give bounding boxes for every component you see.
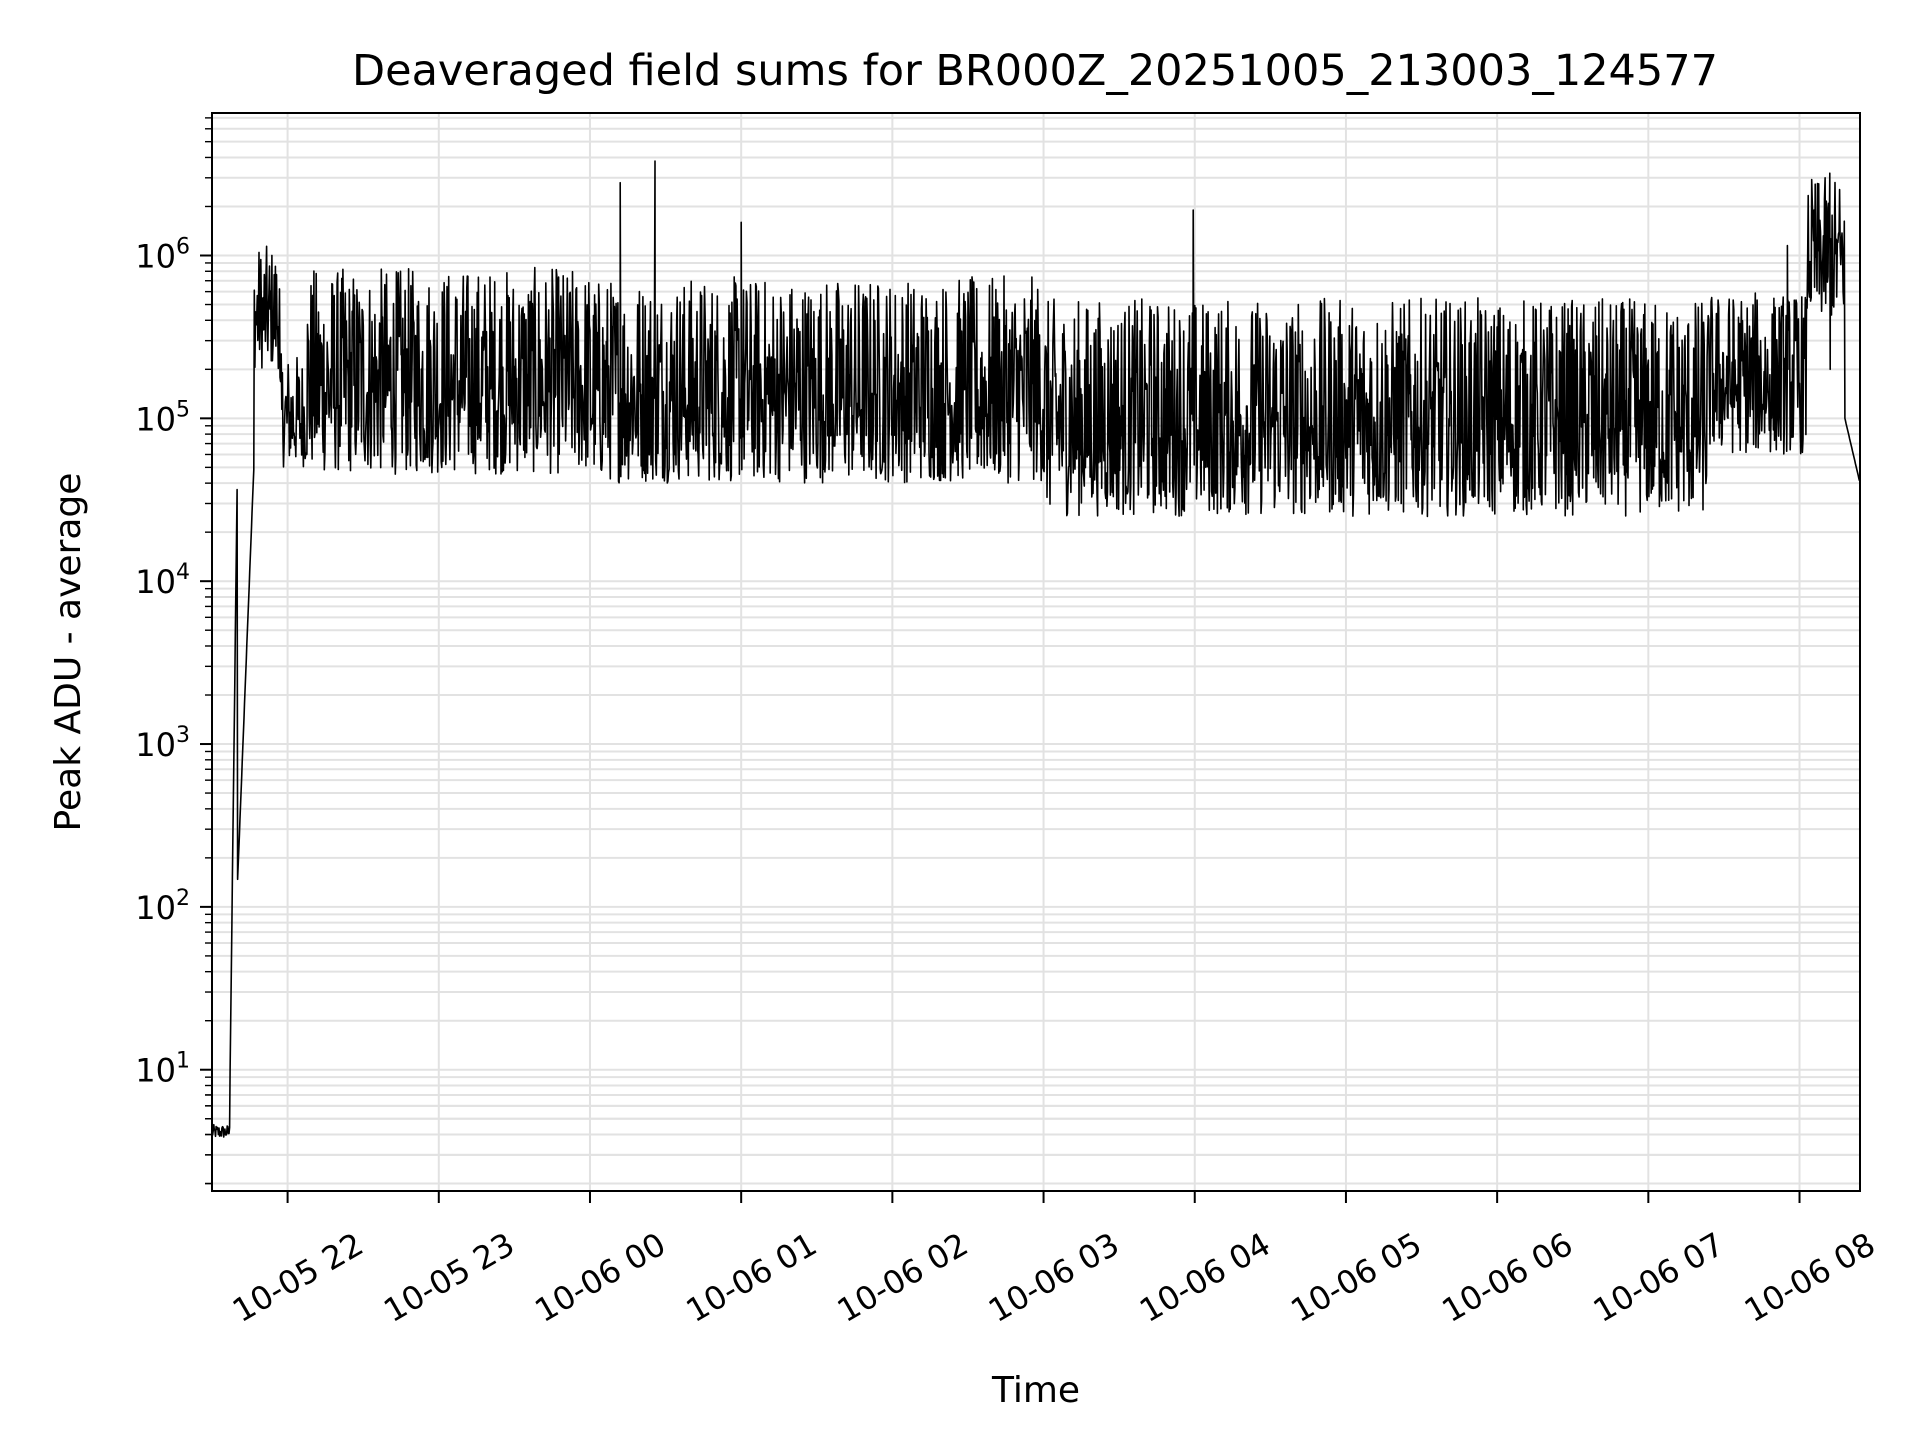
plot-frame [211, 112, 1861, 1192]
y-tick-label: 105 [135, 397, 190, 438]
y-tick-label: 101 [135, 1049, 190, 1090]
y-tick-label: 104 [135, 560, 190, 601]
y-tick-label-exp: 1 [176, 1049, 190, 1074]
y-tick-label: 103 [135, 723, 190, 764]
y-tick-label-base: 10 [135, 237, 176, 275]
y-tick-label-base: 10 [135, 400, 176, 438]
y-tick-label-exp: 4 [176, 560, 190, 585]
y-tick-label-exp: 2 [176, 886, 190, 911]
y-tick-label: 102 [135, 886, 190, 927]
series-line [211, 160, 1861, 1138]
y-tick-label: 106 [135, 234, 190, 275]
y-tick-label-base: 10 [135, 726, 176, 764]
y-axis-label: Peak ADU - average [48, 473, 89, 832]
y-tick-label-base: 10 [135, 563, 176, 601]
grid-lines [212, 113, 1860, 1191]
y-tick-label-base: 10 [135, 1052, 176, 1090]
chart-title: Deaveraged field sums for BR000Z_2025100… [352, 46, 1718, 96]
x-axis-label: Time [991, 1370, 1080, 1411]
data-series [211, 160, 1861, 1138]
y-tick-label-exp: 3 [176, 723, 190, 748]
y-tick-label-base: 10 [135, 889, 176, 927]
y-tick-label-exp: 5 [176, 397, 190, 422]
y-tick-label-exp: 6 [176, 234, 190, 259]
